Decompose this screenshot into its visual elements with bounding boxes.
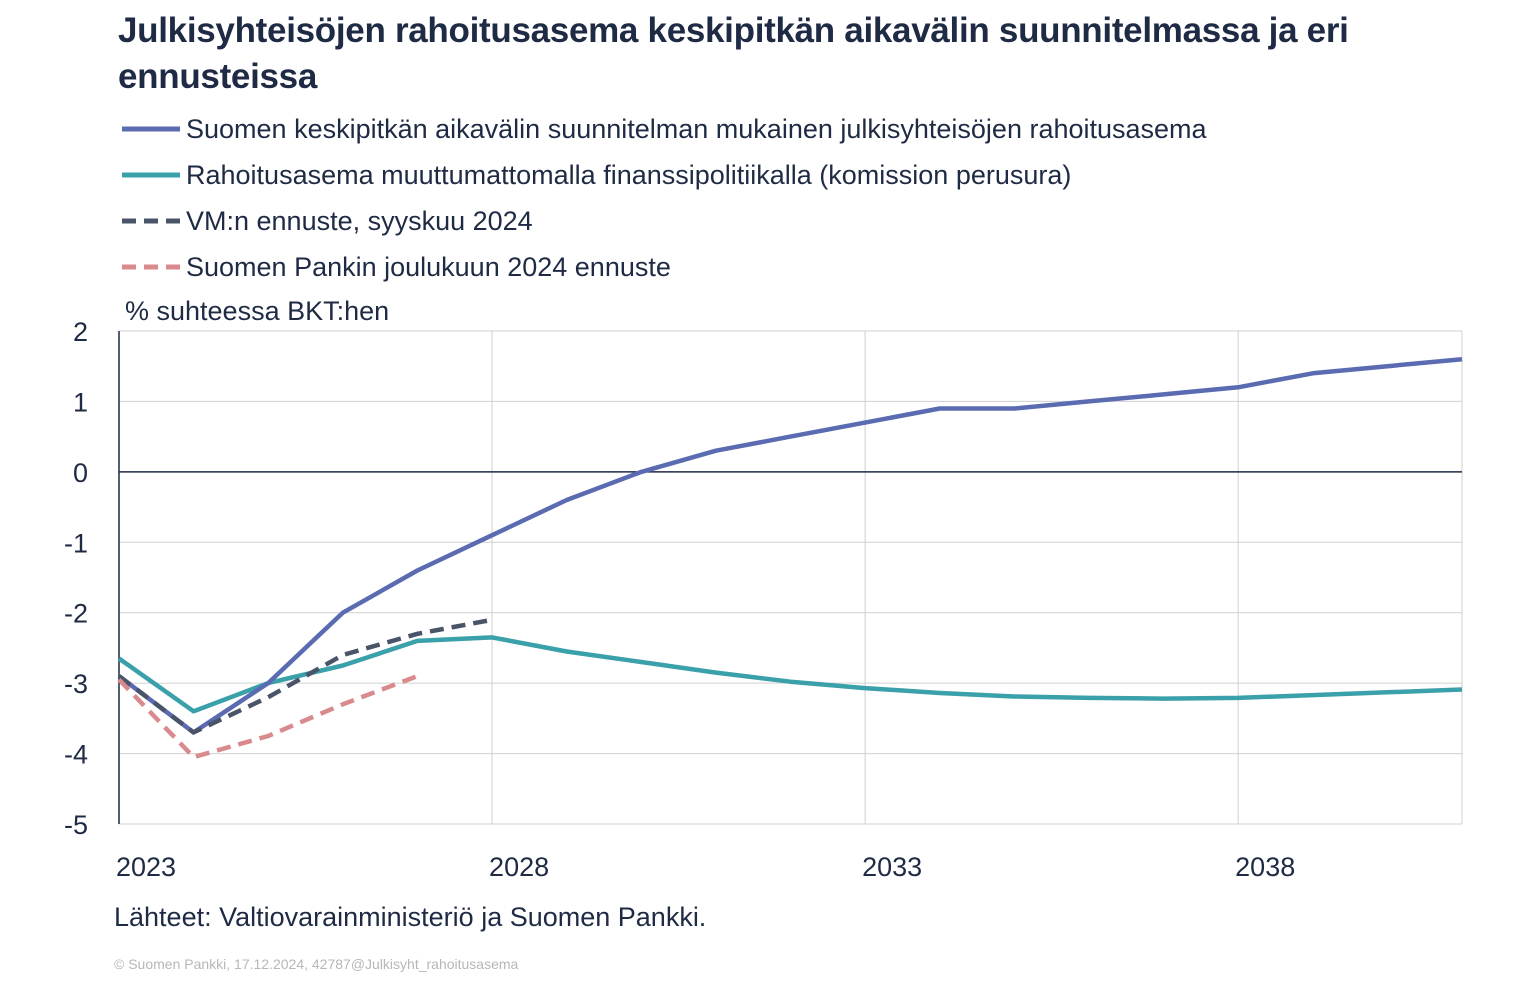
legend-swatch-plan bbox=[122, 126, 180, 132]
series-line-bof bbox=[117, 673, 419, 760]
legend-swatch-baseline bbox=[122, 172, 180, 178]
legend-label-bof: Suomen Pankin joulukuun 2024 ennuste bbox=[186, 251, 671, 282]
y-tick-label: -3 bbox=[64, 669, 88, 699]
y-tick-label: 2 bbox=[73, 317, 88, 347]
legend-swatch-vm bbox=[122, 218, 180, 224]
y-tick-label: -4 bbox=[64, 740, 88, 770]
x-tick-label: 2033 bbox=[862, 852, 922, 882]
y-tick-label: -5 bbox=[64, 810, 88, 840]
series-line-vm bbox=[117, 617, 493, 735]
legend-item-baseline: Rahoitusasema muuttumattomalla finanssip… bbox=[120, 152, 1480, 198]
legend-label-vm: VM:n ennuste, syyskuu 2024 bbox=[186, 205, 533, 236]
legend-label-plan: Suomen keskipitkän aikavälin suunnitelma… bbox=[186, 113, 1207, 144]
y-tick-label: -1 bbox=[64, 528, 88, 558]
legend: Suomen keskipitkän aikavälin suunnitelma… bbox=[120, 106, 1480, 290]
chart-title: Julkisyhteisöjen rahoitusasema keskipitk… bbox=[118, 11, 1349, 96]
copyright-note: © Suomen Pankki, 17.12.2024, 42787@Julki… bbox=[114, 956, 519, 972]
legend-label-baseline: Rahoitusasema muuttumattomalla finanssip… bbox=[186, 159, 1072, 190]
series-line-baseline bbox=[117, 635, 1463, 714]
y-axis-unit-label: % suhteessa BKT:hen bbox=[125, 296, 390, 326]
x-tick-label: 2028 bbox=[489, 852, 549, 882]
y-tick-label: 1 bbox=[73, 387, 88, 417]
y-tick-label: -2 bbox=[64, 599, 88, 629]
x-tick-label: 2038 bbox=[1235, 852, 1295, 882]
legend-item-vm: VM:n ennuste, syyskuu 2024 bbox=[120, 198, 1480, 244]
y-tick-label: 0 bbox=[73, 458, 88, 488]
source-note: Lähteet: Valtiovarainministeriö ja Suome… bbox=[114, 902, 707, 932]
x-tick-label: 2023 bbox=[116, 852, 176, 882]
legend-swatch-bof bbox=[122, 264, 180, 270]
series-line-plan bbox=[117, 356, 1463, 735]
legend-item-plan: Suomen keskipitkän aikavälin suunnitelma… bbox=[120, 106, 1480, 152]
legend-item-bof: Suomen Pankin joulukuun 2024 ennuste bbox=[120, 244, 1480, 290]
